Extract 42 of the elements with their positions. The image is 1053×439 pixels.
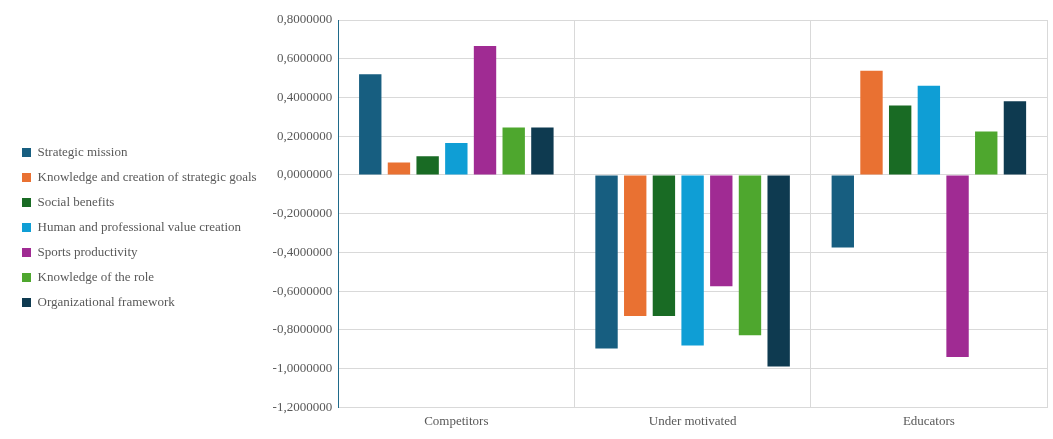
bar: [767, 175, 790, 367]
legend-label: Human and professional value creation: [37, 218, 242, 234]
y-tick-label: 0,8000000: [276, 11, 333, 27]
bar: [473, 45, 497, 175]
y-tick-label: -0,6000000: [272, 282, 333, 298]
y-tick-label: 0,4000000: [276, 88, 333, 104]
x-tick-label: Educators: [902, 412, 955, 428]
legend-label: Social benefits: [37, 193, 115, 209]
bar: [359, 74, 382, 175]
y-tick-label: -1,2000000: [272, 398, 333, 414]
y-tick-label: 0,6000000: [276, 50, 333, 66]
bar: [738, 175, 762, 336]
bar: [975, 131, 998, 175]
legend-label: Knowledge of the role: [37, 268, 155, 284]
bar: [860, 70, 883, 175]
bar: [946, 175, 969, 358]
bar: [531, 127, 554, 175]
bar: [595, 175, 618, 349]
bar: [502, 127, 525, 175]
bar: [831, 175, 854, 248]
bar: [387, 162, 411, 175]
y-tick-label: -0,4000000: [272, 243, 333, 259]
legend-label: Strategic mission: [37, 143, 128, 159]
legend-label: Sports productivity: [37, 243, 139, 259]
x-tick-label: Under motivated: [648, 412, 737, 428]
legend-label: Knowledge and creation of strategic goals: [37, 168, 257, 184]
bar: [1003, 101, 1027, 175]
bar: [917, 85, 941, 175]
bar: [624, 175, 647, 316]
bar: [652, 175, 676, 316]
x-tick-label: Competitors: [424, 412, 489, 428]
bar: [416, 156, 439, 175]
bar: [681, 175, 704, 346]
y-tick-label: -0,2000000: [272, 205, 333, 221]
y-tick-label: -1,0000000: [272, 360, 333, 376]
legend-label: Organizational framework: [37, 293, 176, 309]
bar: [710, 175, 733, 287]
bar: [888, 105, 912, 175]
y-tick-label: 0,0000000: [276, 166, 333, 182]
bar: [445, 143, 468, 175]
y-tick-label: 0,2000000: [276, 127, 333, 143]
y-tick-label: -0,8000000: [272, 321, 333, 337]
